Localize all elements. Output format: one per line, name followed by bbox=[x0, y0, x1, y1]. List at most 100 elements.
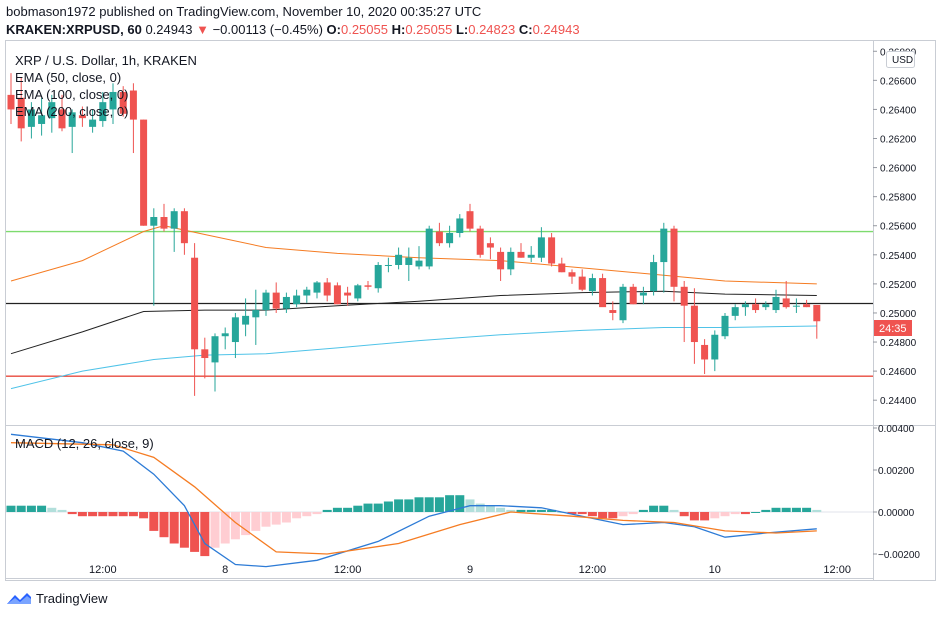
time-tick-label: 10 bbox=[709, 564, 721, 576]
macd-histogram-bar bbox=[781, 507, 791, 512]
macd-histogram-bar bbox=[812, 509, 822, 512]
macd-histogram-bar bbox=[210, 512, 220, 548]
candle-down bbox=[497, 251, 505, 270]
candle-up bbox=[384, 264, 392, 266]
candle-up bbox=[313, 282, 321, 293]
currency-box[interactable] bbox=[886, 51, 915, 68]
candle-down bbox=[680, 286, 688, 306]
price-tick-label: 0.25600 bbox=[880, 222, 917, 233]
tradingview-brand: TradingView bbox=[36, 590, 108, 606]
tradingview-logo-icon bbox=[7, 593, 31, 604]
candle-up bbox=[537, 237, 545, 258]
macd-histogram-bar bbox=[251, 512, 261, 531]
candle-down bbox=[599, 278, 607, 308]
high-label: H: bbox=[391, 22, 406, 37]
macd-tick-label: −0.00200 bbox=[878, 550, 920, 561]
macd-histogram-bar bbox=[139, 512, 149, 519]
candle-up bbox=[762, 304, 770, 308]
ema50-label[interactable]: EMA (50, close, 0) bbox=[15, 70, 121, 85]
symbol-name[interactable]: KRAKEN:XRPUSD, 60 bbox=[6, 22, 142, 37]
candle-up bbox=[231, 317, 239, 343]
macd-histogram-bar bbox=[230, 512, 240, 540]
macd-histogram-bar bbox=[536, 509, 546, 512]
macd-histogram-bar bbox=[271, 512, 281, 525]
macd-pane bbox=[6, 433, 873, 568]
candle-down bbox=[466, 211, 474, 229]
macd-histogram-bar bbox=[149, 512, 159, 531]
macd-histogram-bar bbox=[445, 495, 455, 512]
candle-up bbox=[282, 296, 290, 309]
down-arrow-icon: ▼ bbox=[196, 22, 209, 37]
candle-down bbox=[323, 282, 331, 296]
candle-up bbox=[456, 218, 464, 233]
candle-up bbox=[262, 292, 270, 311]
candle-up bbox=[772, 296, 780, 311]
macd-histogram-bar bbox=[353, 505, 363, 512]
candle-down bbox=[160, 217, 168, 229]
macd-histogram-bar bbox=[159, 512, 169, 538]
macd-histogram-bar bbox=[802, 507, 812, 512]
price-tick-label: 0.26600 bbox=[880, 76, 917, 87]
macd-histogram-bar bbox=[638, 509, 648, 512]
candle-down bbox=[609, 310, 617, 313]
candle-down bbox=[782, 298, 790, 308]
time-tick-label: 12:00 bbox=[579, 564, 607, 576]
macd-histogram-bar bbox=[730, 512, 740, 515]
candle-down bbox=[364, 285, 372, 287]
candle-down bbox=[690, 305, 698, 343]
macd-histogram-bar bbox=[98, 512, 108, 517]
macd-histogram-bar bbox=[57, 509, 67, 512]
candle-up bbox=[242, 315, 250, 325]
open-value: 0.25055 bbox=[340, 22, 388, 37]
macd-histogram-bar bbox=[720, 512, 730, 517]
candle-down bbox=[803, 304, 811, 308]
time-tick-label: 12:00 bbox=[89, 564, 117, 576]
price-axis[interactable]: 0.268000.266000.264000.262000.260000.258… bbox=[873, 47, 917, 407]
candle-down bbox=[568, 272, 576, 277]
candle-down bbox=[670, 228, 678, 287]
ema100-label[interactable]: EMA (100, close, 0) bbox=[15, 87, 128, 102]
candle-up bbox=[48, 102, 56, 119]
macd-histogram-bar bbox=[424, 497, 434, 512]
macd-histogram-bar bbox=[343, 507, 353, 512]
macd-histogram-bar bbox=[373, 503, 383, 512]
macd-histogram-bar bbox=[496, 507, 506, 512]
macd-histogram-bar bbox=[740, 512, 750, 515]
low-label: L: bbox=[455, 22, 469, 37]
time-axis[interactable]: 12:00 8 12:00 9 12:00 10 12:00 bbox=[89, 564, 851, 576]
candle-up bbox=[303, 289, 311, 296]
macd-histogram-bar bbox=[169, 512, 179, 544]
macd-histogram-bar bbox=[292, 512, 302, 519]
macd-histogram-bar bbox=[761, 509, 771, 512]
macd-histogram-bar bbox=[128, 512, 138, 517]
macd-histogram-bar bbox=[108, 512, 118, 517]
macd-histogram-bar bbox=[567, 512, 577, 515]
macd-histogram-bar bbox=[649, 505, 659, 512]
macd-histogram-bar bbox=[200, 512, 210, 557]
candle-down bbox=[629, 286, 637, 305]
candle-down bbox=[548, 237, 556, 264]
price-change: −0.00113 (−0.45%) bbox=[212, 22, 323, 37]
ema200-label[interactable]: EMA (200, close, 0) bbox=[15, 104, 128, 119]
price-chart[interactable]: 0.268000.266000.264000.262000.260000.258… bbox=[0, 40, 941, 582]
candle-up bbox=[293, 295, 301, 305]
macd-tick-label: 0.00400 bbox=[878, 424, 915, 435]
macd-histogram-bar bbox=[628, 512, 638, 515]
macd-axis[interactable]: 0.00400 0.00200 0.00000 −0.00200 bbox=[873, 424, 920, 561]
candle-down bbox=[129, 90, 137, 120]
macd-histogram-bar bbox=[118, 512, 128, 517]
macd-histogram-bar bbox=[791, 507, 801, 512]
macd-histogram-bar bbox=[516, 509, 526, 512]
currency-label: USD bbox=[892, 55, 913, 66]
chart-title: XRP / U.S. Dollar, 1h, KRAKEN bbox=[15, 53, 197, 68]
candle-down bbox=[78, 115, 86, 119]
macd-histogram-bar bbox=[771, 507, 781, 512]
candle-up bbox=[711, 334, 719, 360]
high-value: 0.25055 bbox=[405, 22, 453, 37]
macd-histogram-bar bbox=[363, 503, 373, 512]
macd-histogram-bar bbox=[700, 512, 710, 521]
candle-down bbox=[486, 243, 494, 248]
macd-histogram-bar bbox=[679, 512, 689, 517]
tradingview-footer[interactable]: TradingView bbox=[6, 590, 108, 606]
macd-label[interactable]: MACD (12, 26, close, 9) bbox=[15, 436, 154, 451]
